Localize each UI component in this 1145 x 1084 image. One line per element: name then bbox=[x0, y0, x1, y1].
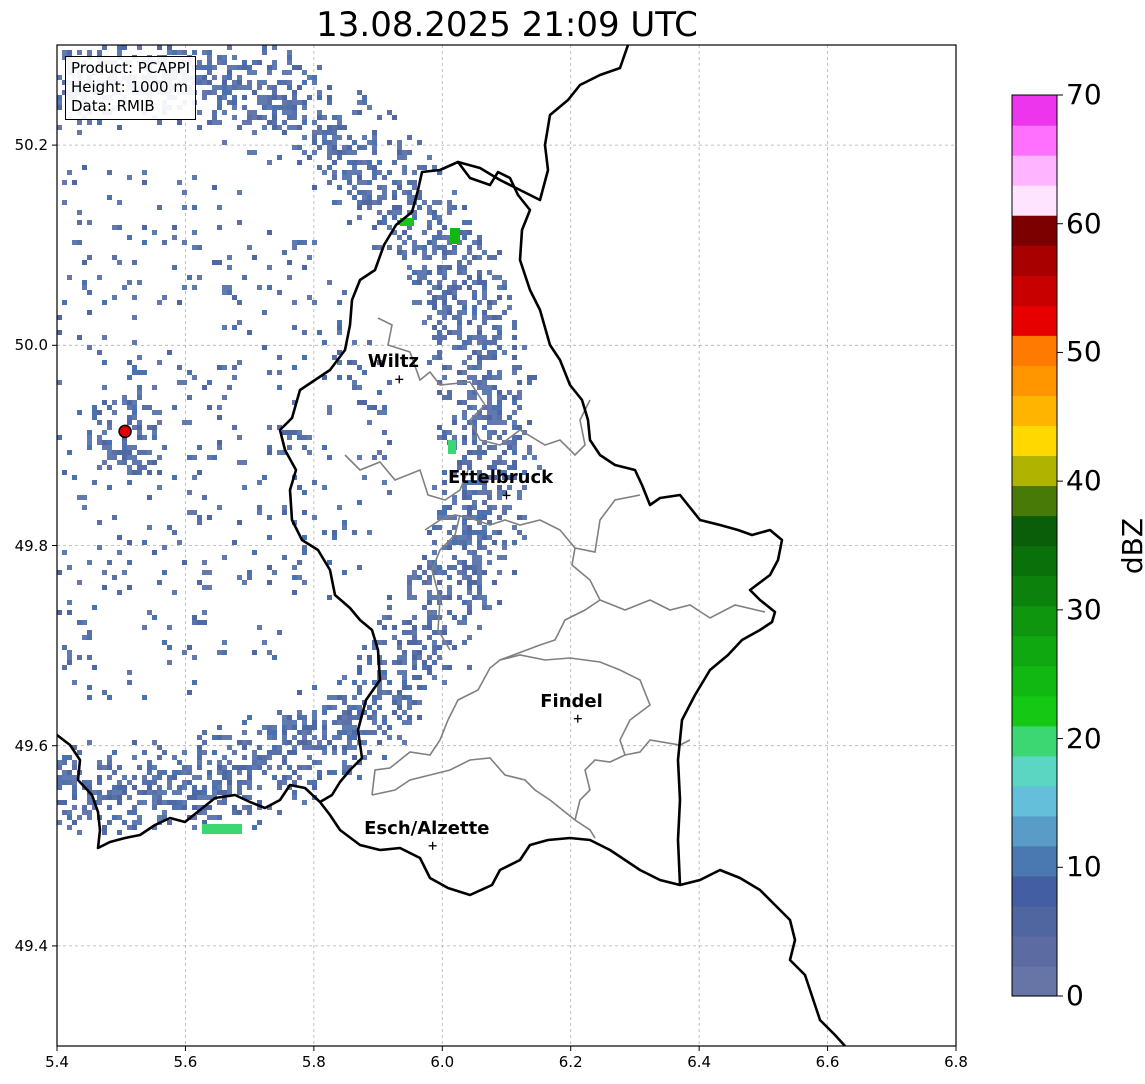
colorbar-tick-label: 0 bbox=[1066, 979, 1084, 1012]
x-tick-label: 5.4 bbox=[45, 1053, 69, 1071]
x-tick-label: 6.2 bbox=[558, 1053, 583, 1071]
place-marker bbox=[502, 491, 511, 500]
colorbar-segment bbox=[1012, 485, 1057, 517]
colorbar-segment bbox=[1012, 125, 1057, 156]
colorbar-frame bbox=[1011, 94, 1058, 997]
place-label: Esch/Alzette bbox=[364, 817, 490, 839]
y-tick-label: 49.6 bbox=[14, 736, 48, 755]
colorbar-segment bbox=[1012, 605, 1057, 637]
place-marker bbox=[428, 841, 437, 850]
colorbar-segment bbox=[1012, 365, 1057, 396]
colorbar-segment bbox=[1012, 335, 1057, 366]
canton-borders bbox=[344, 317, 766, 839]
info-product: Product: PCAPPI bbox=[71, 59, 191, 77]
place-marker bbox=[573, 714, 582, 723]
place-markers bbox=[395, 375, 582, 850]
colorbar-segment bbox=[1012, 695, 1057, 727]
colorbar-segment bbox=[1012, 305, 1057, 336]
x-tick-label: 5.6 bbox=[173, 1053, 198, 1071]
place-label: Ettelbruck bbox=[448, 467, 554, 489]
colorbar-tick-label: 40 bbox=[1066, 464, 1102, 498]
colorbar-segment bbox=[1012, 815, 1057, 847]
colorbar-segment bbox=[1012, 665, 1057, 697]
colorbar-segment bbox=[1012, 395, 1057, 426]
colorbar-segment bbox=[1012, 785, 1057, 817]
colorbar-segment bbox=[1012, 875, 1057, 907]
x-tick-label: 5.8 bbox=[301, 1053, 326, 1071]
x-tick-label: 6.8 bbox=[944, 1053, 968, 1071]
x-tick-label: 6.6 bbox=[815, 1053, 840, 1071]
colorbar-segment bbox=[1012, 425, 1057, 456]
place-label: Findel bbox=[540, 690, 603, 712]
colorbar-segment bbox=[1012, 935, 1057, 967]
colorbar-segment bbox=[1012, 515, 1057, 547]
info-data-source: Data: RMIB bbox=[71, 97, 155, 115]
y-tick-label: 49.4 bbox=[14, 936, 48, 955]
colorbar-tick-label: 20 bbox=[1066, 721, 1102, 755]
y-tick-label: 49.8 bbox=[14, 536, 48, 555]
colorbar-tick-label: 30 bbox=[1066, 592, 1102, 626]
colorbar-segment bbox=[1012, 845, 1057, 877]
colorbar-segment bbox=[1012, 185, 1057, 216]
colorbar-segment bbox=[1012, 275, 1057, 306]
colorbar-tick-label: 50 bbox=[1066, 335, 1102, 369]
y-tick-label: 50.0 bbox=[14, 336, 48, 355]
x-tick-label: 6.0 bbox=[430, 1053, 455, 1071]
country-borders bbox=[57, 45, 846, 1046]
colorbar-segment bbox=[1012, 545, 1057, 577]
y-tick-label: 50.2 bbox=[14, 136, 48, 155]
colorbar-label: dBZ bbox=[1116, 517, 1145, 575]
x-tick-label: 6.4 bbox=[687, 1053, 712, 1071]
colorbar-segment bbox=[1012, 215, 1057, 246]
colorbar-tick-label: 10 bbox=[1066, 850, 1102, 884]
colorbar-tick-label: 60 bbox=[1066, 206, 1102, 240]
radar-site-marker bbox=[118, 424, 132, 439]
plot-area bbox=[57, 45, 956, 1046]
colorbar-segment bbox=[1012, 965, 1057, 997]
colorbar-segment bbox=[1012, 575, 1057, 607]
colorbar bbox=[1012, 95, 1057, 997]
colorbar-segment bbox=[1012, 905, 1057, 937]
product-info-box: Product: PCAPPI Height: 1000 m Data: RMI… bbox=[65, 56, 197, 120]
colorbar-segment bbox=[1012, 155, 1057, 186]
colorbar-segment bbox=[1012, 725, 1057, 757]
place-label: Wiltz bbox=[367, 351, 420, 373]
colorbar-segment bbox=[1012, 635, 1057, 667]
colorbar-segment bbox=[1012, 245, 1057, 276]
colorbar-tick-label: 70 bbox=[1066, 78, 1102, 111]
colorbar-segment bbox=[1012, 455, 1057, 487]
place-marker bbox=[395, 375, 404, 384]
info-height: Height: 1000 m bbox=[71, 78, 188, 96]
colorbar-segment bbox=[1012, 755, 1057, 787]
colorbar-segment bbox=[1012, 95, 1057, 126]
map-title: 13.08.2025 21:09 UTC bbox=[316, 5, 698, 45]
